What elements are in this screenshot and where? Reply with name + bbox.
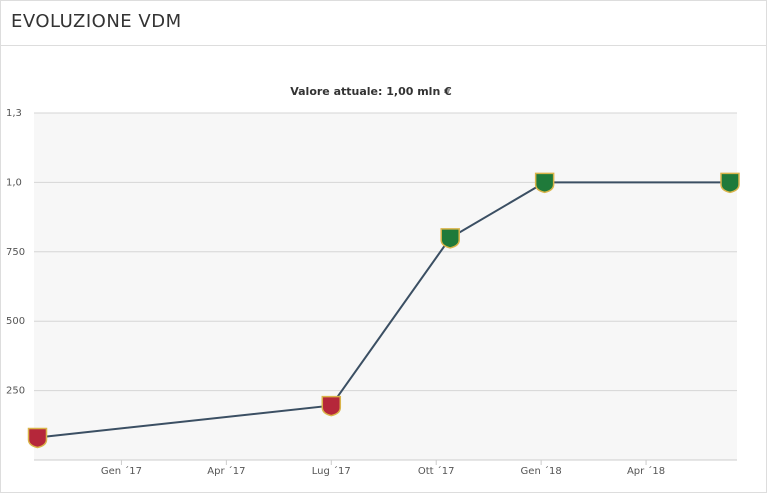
- marker: [27, 427, 48, 449]
- y-tick-label: 1,0: [6, 177, 22, 188]
- y-tick-label: 1,3: [6, 108, 22, 119]
- x-tick-label: Gen ´18: [521, 465, 562, 477]
- y-tick-label: 250: [6, 386, 25, 397]
- marker: [720, 172, 740, 194]
- y-tick-label: 500: [6, 316, 25, 327]
- x-tick-label: Apr ´17: [207, 465, 245, 477]
- x-tick-label: Lug ´17: [312, 465, 351, 477]
- marker: [440, 228, 460, 249]
- x-tick-label: Apr ´18: [627, 465, 665, 477]
- y-tick-label: 750: [6, 247, 25, 258]
- x-tick-label: Ott ´17: [418, 465, 455, 477]
- plot-area: [34, 113, 737, 460]
- panel-header: EVOLUZIONE VDM: [1, 1, 766, 46]
- chart-subtitle: Valore attuale: 1,00 mln €: [290, 85, 452, 98]
- marker: [321, 395, 342, 417]
- panel-title: EVOLUZIONE VDM: [11, 11, 182, 32]
- marker: [534, 172, 555, 194]
- x-tick-label: Gen ´17: [101, 465, 142, 477]
